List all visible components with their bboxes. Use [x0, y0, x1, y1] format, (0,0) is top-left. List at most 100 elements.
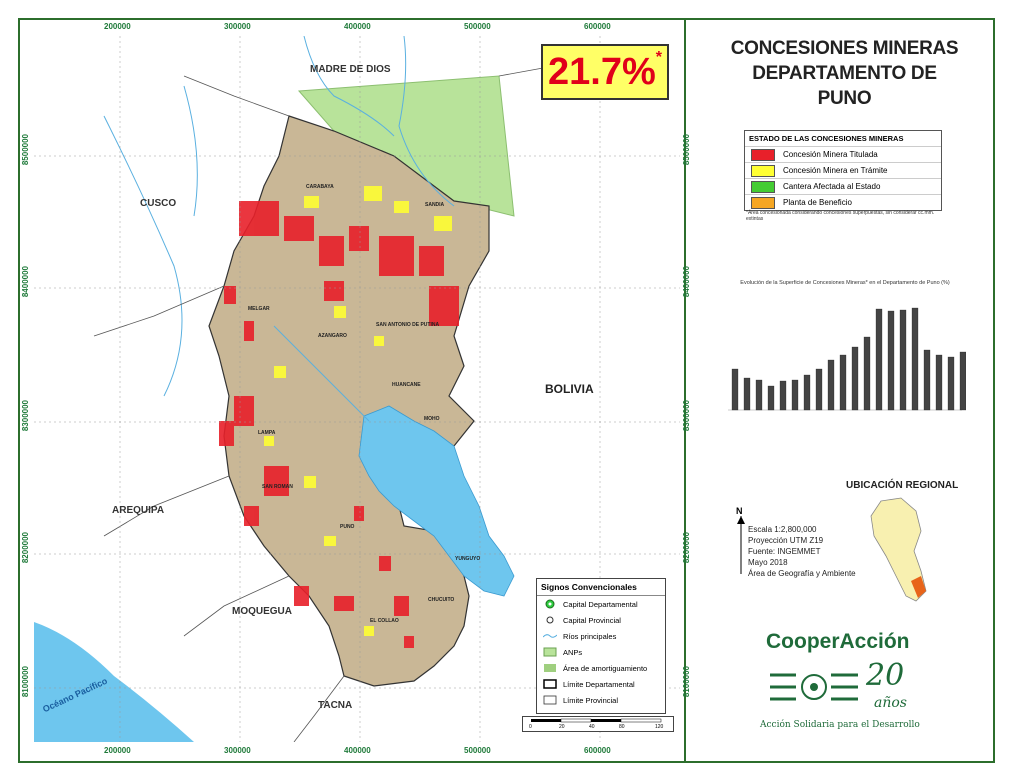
concessions-titled	[219, 201, 459, 648]
legend-item: Concesión Minera Titulada	[745, 146, 941, 162]
coord-bottom: 600000	[584, 746, 611, 755]
north-arrow: N	[736, 506, 743, 516]
coord-top: 400000	[344, 22, 371, 31]
brand-years-word: años	[874, 695, 907, 711]
meta-line: Escala 1:2,800,000	[748, 525, 817, 534]
legend-note: *Área concesionada considerando concesio…	[746, 210, 935, 222]
percentage-value: 21.7%	[548, 50, 656, 93]
pacific-ocean	[34, 622, 194, 742]
legend-item: Concesión Minera en Trámite	[745, 162, 941, 178]
province-label: SAN ANTONIO DE PUTINA	[376, 322, 440, 328]
region-cusco: CUSCO	[140, 198, 177, 209]
province-label: EL COLLAO	[370, 618, 399, 624]
concessions-legend: ESTADO DE LAS CONCESIONES MINERAS Conces…	[744, 130, 942, 211]
signos-item: Capital Provincial	[563, 615, 621, 625]
buffer-zone-icon	[543, 663, 557, 673]
percentage-box: 21.7% *	[541, 44, 669, 100]
legend-label: Planta de Beneficio	[783, 198, 852, 207]
evolution-chart: Evolución de la Superficie de Concesione…	[724, 280, 967, 440]
province-label: HUANCANE	[392, 382, 421, 388]
legend-swatch	[751, 148, 775, 161]
map-title: CONCESIONES MINERAS DEPARTAMENTO DE PUNO	[696, 36, 993, 111]
coord-left: 8400000	[21, 266, 30, 298]
legend-label: Concesión Minera Titulada	[783, 150, 878, 159]
province-label: MOHO	[424, 416, 440, 422]
coord-right: 8300000	[682, 400, 691, 432]
legend-swatch	[751, 196, 775, 209]
province-label: CHUCUITO	[428, 597, 455, 603]
map-canvas	[34, 36, 680, 742]
signos-item: Capital Departamental	[563, 599, 638, 609]
meta-line: Área de Geografía y Ambiente	[748, 569, 856, 578]
coord-top: 200000	[104, 22, 131, 31]
legend-swatch	[751, 164, 775, 177]
title-line: PUNO	[817, 88, 872, 109]
coord-left: 8300000	[21, 400, 30, 432]
province-label: LAMPA	[258, 430, 276, 436]
legend-item: Planta de Beneficio	[745, 194, 941, 210]
coord-top: 600000	[584, 22, 611, 31]
coord-bottom: 400000	[344, 746, 371, 755]
anp-icon	[543, 647, 557, 657]
province-label: AZANGARO	[318, 333, 347, 339]
coord-bottom: 500000	[464, 746, 491, 755]
coord-left: 8100000	[21, 666, 30, 698]
scale-bar: 0 20 40 80 120	[522, 716, 674, 732]
coord-right: 8200000	[682, 532, 691, 564]
map-metadata: Escala 1:2,800,000 Proyección UTM Z19 Fu…	[748, 524, 856, 579]
signos-item: ANPs	[563, 647, 583, 657]
signos-title: Signos Convencionales	[537, 579, 665, 596]
department-borders	[93, 65, 555, 742]
region-madre-de-dios: MADRE DE DIOS	[310, 64, 391, 75]
coord-right: 8400000	[682, 266, 691, 298]
ubicacion-regional-title: UBICACIÓN REGIONAL	[846, 480, 959, 491]
legend-label: Concesión Minera en Trámite	[783, 166, 888, 175]
legend-item: Cantera Afectada al Estado	[745, 178, 941, 194]
signos-item: Ríos principales	[563, 631, 617, 641]
peru-locator-map	[870, 497, 927, 602]
signos-item: Límite Provincial	[563, 695, 619, 705]
coord-top: 300000	[224, 22, 251, 31]
scale-label: 0	[529, 724, 532, 730]
meta-line: Proyección UTM Z19	[748, 536, 824, 545]
legend-heading: ESTADO DE LAS CONCESIONES MINERAS	[749, 134, 904, 143]
map-panel	[18, 18, 686, 763]
capital-dept-icon	[543, 599, 557, 609]
province-label: YUNGUYO	[455, 556, 481, 562]
prov-border-icon	[543, 695, 557, 705]
brand-tagline: Acción Solidaria para el Desarrollo	[760, 720, 920, 730]
brand-years: 20	[866, 658, 905, 693]
concessions-pending	[264, 186, 452, 636]
scale-label: 40	[589, 724, 595, 730]
rivers	[103, 36, 455, 422]
info-panel: CONCESIONES MINERAS DEPARTAMENTO DE PUNO…	[696, 20, 993, 761]
signos-item: Límite Departamental	[563, 679, 635, 689]
province-label: PUNO	[340, 524, 355, 530]
coord-top: 500000	[464, 22, 491, 31]
percentage-mark: *	[655, 49, 662, 66]
outer-frame	[18, 18, 995, 763]
province-label: SANDIA	[425, 202, 445, 208]
province-label: CARABAYA	[306, 184, 334, 190]
meta-line: Fuente: INGEMMET	[748, 547, 821, 556]
coord-left: 8500000	[21, 134, 30, 166]
chart-bars	[728, 307, 967, 411]
legend-swatch	[751, 180, 775, 193]
region-moquegua: MOQUEGUA	[232, 606, 292, 617]
title-line: DEPARTAMENTO DE	[752, 63, 937, 84]
brand-emblem-icon	[770, 673, 858, 701]
north-arrow-icon	[737, 516, 745, 574]
scale-label: 20	[559, 724, 565, 730]
signos-convencionales: Signos Convencionales Capital Departamen…	[536, 578, 666, 714]
signos-item: Área de amortiguamiento	[563, 663, 648, 673]
scale-label: 120	[655, 724, 664, 730]
coord-bottom: 200000	[104, 746, 131, 755]
brand-logo: CooperAcción	[766, 630, 910, 653]
coord-right: 8100000	[682, 666, 691, 698]
region-tacna: TACNA	[318, 700, 353, 711]
chart-title: Evolución de la Superficie de Concesione…	[740, 280, 950, 286]
coord-left: 8200000	[21, 532, 30, 564]
title-line: CONCESIONES MINERAS	[730, 38, 959, 59]
capital-prov-icon	[543, 615, 557, 625]
legend-label: Cantera Afectada al Estado	[783, 182, 881, 191]
